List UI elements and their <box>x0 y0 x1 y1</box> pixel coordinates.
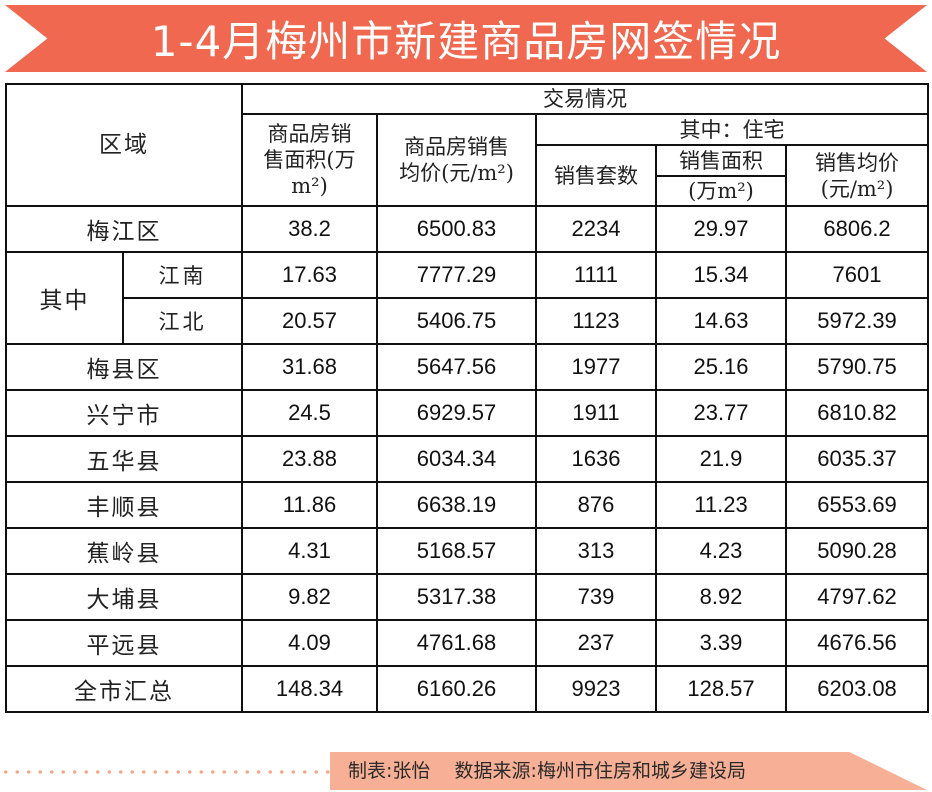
area-cell: 17.63 <box>241 251 378 299</box>
units-cell: 1123 <box>535 297 657 345</box>
area-cell: 11.86 <box>241 481 378 529</box>
units-cell: 1111 <box>535 251 657 299</box>
units-cell: 2234 <box>535 205 657 253</box>
region-cell: 梅江区 <box>5 205 243 253</box>
header-trade: 交易情况 <box>240 83 930 115</box>
subregion-cell: 江北 <box>122 297 243 345</box>
header-res-area-unit: (万m²) <box>655 175 787 207</box>
group-label: 其中 <box>5 251 124 345</box>
units-cell: 876 <box>535 481 657 529</box>
table-row: 梅江区 38.2 6500.83 2234 29.97 6806.2 <box>5 205 930 253</box>
price-cell: 6034.34 <box>376 435 537 483</box>
res-area-cell: 23.77 <box>655 389 787 437</box>
res-area-cell: 4.23 <box>655 527 787 575</box>
region-cell: 大埔县 <box>5 573 243 621</box>
table-row: 其中 江南 17.63 7777.29 1111 15.34 7601 <box>5 251 930 345</box>
price-cell: 5317.38 <box>376 573 537 621</box>
res-price-cell: 4676.56 <box>784 619 930 667</box>
header-res-units: 销售套数 <box>535 144 657 207</box>
res-price-cell: 6810.82 <box>784 389 930 437</box>
page-title: 1-4月梅州市新建商品房网签情况 <box>150 17 782 66</box>
res-area-cell: 29.97 <box>655 205 787 253</box>
header-total-price: 商品房销售 均价(元/m²) <box>376 113 537 207</box>
res-area-cell: 14.63 <box>655 297 787 345</box>
area-cell: 23.88 <box>241 435 378 483</box>
units-cell: 313 <box>535 527 657 575</box>
price-cell: 5406.75 <box>376 297 537 345</box>
sales-table: 区域 交易情况 商品房销 售面积(万 m²) 商品房销售 均价(元/m²) 其中… <box>5 83 930 713</box>
header-region: 区域 <box>5 83 243 207</box>
region-cell: 兴宁市 <box>5 389 243 437</box>
units-cell: 739 <box>535 573 657 621</box>
table-row: 蕉岭县 4.31 5168.57 313 4.23 5090.28 <box>5 527 930 575</box>
res-price-cell: 4797.62 <box>784 573 930 621</box>
region-cell: 梅县区 <box>5 343 243 391</box>
header-residential: 其中：住宅 <box>534 113 930 146</box>
table-row: 丰顺县 11.86 6638.19 876 11.23 6553.69 <box>5 481 930 529</box>
res-price-cell: 6553.69 <box>784 481 930 529</box>
region-cell: 蕉岭县 <box>5 527 243 575</box>
title-banner: 1-4月梅州市新建商品房网签情况 <box>5 5 927 72</box>
region-cell: 丰顺县 <box>5 481 243 529</box>
res-price-cell: 5972.39 <box>784 297 930 345</box>
table-row: 五华县 23.88 6034.34 1636 21.9 6035.37 <box>5 435 930 483</box>
units-cell: 1636 <box>535 435 657 483</box>
price-cell: 6929.57 <box>376 389 537 437</box>
header-res-price: 销售均价 (元/m²) <box>784 144 930 207</box>
res-price-cell: 5090.28 <box>784 527 930 575</box>
table-row: 梅县区 31.68 5647.56 1977 25.16 5790.75 <box>5 343 930 391</box>
price-cell: 4761.68 <box>376 619 537 667</box>
table-row: 江北 20.57 5406.75 1123 14.63 5972.39 <box>6 297 930 345</box>
area-cell: 31.68 <box>241 343 378 391</box>
price-cell: 6638.19 <box>376 481 537 529</box>
table-row: 大埔县 9.82 5317.38 739 8.92 4797.62 <box>5 573 930 621</box>
price-cell: 5647.56 <box>376 343 537 391</box>
region-cell: 平远县 <box>5 619 243 667</box>
res-area-cell: 21.9 <box>655 435 787 483</box>
units-cell: 237 <box>535 619 657 667</box>
units-cell: 1977 <box>535 343 657 391</box>
res-area-cell: 3.39 <box>655 619 787 667</box>
price-cell: 5168.57 <box>376 527 537 575</box>
table-row: 兴宁市 24.5 6929.57 1911 23.77 6810.82 <box>5 389 930 437</box>
res-price-cell: 5790.75 <box>784 343 930 391</box>
region-cell: 全市汇总 <box>5 665 243 713</box>
res-area-cell: 128.57 <box>655 665 787 713</box>
subregion-cell: 江南 <box>122 251 243 299</box>
res-price-cell: 6806.2 <box>784 205 930 253</box>
price-cell: 6500.83 <box>376 205 537 253</box>
res-area-cell: 11.23 <box>655 481 787 529</box>
price-cell: 6160.26 <box>376 665 537 713</box>
header-res-area: 销售面积 <box>655 144 787 177</box>
area-cell: 9.82 <box>241 573 378 621</box>
units-cell: 1911 <box>535 389 657 437</box>
area-cell: 38.2 <box>241 205 378 253</box>
res-price-cell: 7601 <box>784 251 930 299</box>
res-price-cell: 6203.08 <box>784 665 930 713</box>
table-row: 平远县 4.09 4761.68 237 3.39 4676.56 <box>5 619 930 667</box>
area-cell: 24.5 <box>241 389 378 437</box>
area-cell: 4.31 <box>241 527 378 575</box>
res-area-cell: 25.16 <box>655 343 787 391</box>
area-cell: 148.34 <box>241 665 378 713</box>
header-total-area: 商品房销 售面积(万 m²) <box>241 113 378 207</box>
area-cell: 20.57 <box>241 297 378 345</box>
footer-banner <box>330 752 927 790</box>
region-cell: 五华县 <box>5 435 243 483</box>
units-cell: 9923 <box>535 665 657 713</box>
footer-credit: 制表:张怡 数据来源:梅州市住房和城乡建设局 <box>348 760 746 782</box>
res-price-cell: 6035.37 <box>784 435 930 483</box>
area-cell: 4.09 <box>241 619 378 667</box>
dotted-divider <box>0 770 330 774</box>
price-cell: 7777.29 <box>376 251 537 299</box>
res-area-cell: 15.34 <box>655 251 787 299</box>
res-area-cell: 8.92 <box>655 573 787 621</box>
table-row-total: 全市汇总 148.34 6160.26 9923 128.57 6203.08 <box>5 665 930 713</box>
